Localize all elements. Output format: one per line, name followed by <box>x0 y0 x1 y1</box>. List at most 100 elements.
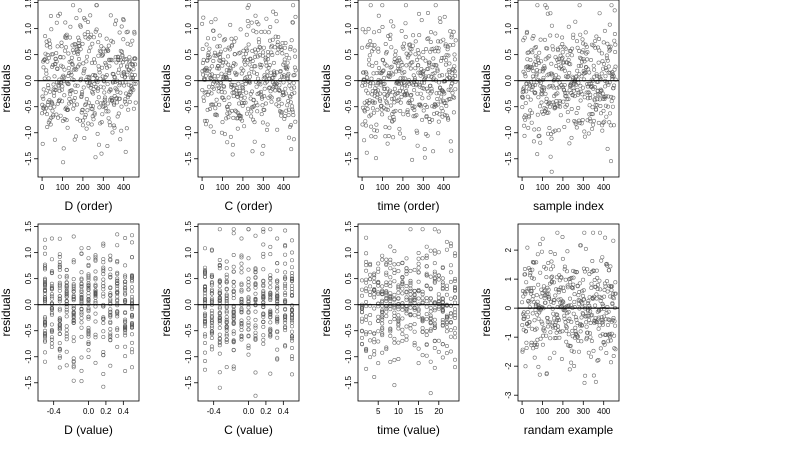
data-point <box>404 89 409 94</box>
x-tick-label: 100 <box>216 183 230 192</box>
data-point <box>277 88 282 93</box>
y-tick-label: -3 <box>504 391 513 399</box>
data-point <box>412 288 417 293</box>
data-point <box>289 293 294 298</box>
data-point <box>412 298 417 303</box>
data-point <box>254 84 259 89</box>
data-point <box>374 128 379 133</box>
data-point <box>608 360 613 365</box>
data-point <box>268 297 273 302</box>
data-point <box>395 58 400 63</box>
data-point <box>274 102 279 107</box>
data-point <box>412 343 417 348</box>
data-point <box>246 333 251 338</box>
data-point <box>259 112 264 117</box>
data-point <box>283 293 288 298</box>
data-point <box>566 97 571 102</box>
data-point <box>246 310 251 315</box>
data-point <box>594 73 599 78</box>
data-point <box>602 95 607 100</box>
x-tick-label: 100 <box>536 183 550 192</box>
data-point <box>573 315 578 320</box>
data-point <box>239 298 244 303</box>
data-point <box>429 89 434 94</box>
data-point <box>608 294 613 299</box>
data-point <box>424 304 429 309</box>
data-point <box>102 90 107 95</box>
data-point <box>289 289 294 294</box>
data-point <box>64 35 69 40</box>
data-point <box>224 332 229 337</box>
data-point <box>241 55 246 60</box>
data-point <box>541 77 546 82</box>
data-point <box>536 282 541 287</box>
data-point <box>424 299 429 304</box>
data-point <box>556 290 561 295</box>
data-point <box>436 301 441 306</box>
data-point <box>432 261 437 266</box>
y-tick-label: -0.5 <box>24 99 33 113</box>
data-point <box>86 277 91 282</box>
data-point <box>81 68 86 73</box>
data-point <box>266 65 271 70</box>
data-point <box>127 59 132 64</box>
data-point <box>452 310 457 315</box>
data-point <box>283 261 288 266</box>
data-point <box>520 105 525 110</box>
data-point <box>400 281 405 286</box>
data-point <box>602 119 607 124</box>
data-point <box>42 277 47 282</box>
data-point <box>368 39 373 44</box>
data-point <box>584 324 589 329</box>
data-point <box>46 55 51 60</box>
data-point <box>374 122 379 127</box>
x-tick-label: 300 <box>97 183 111 192</box>
data-point <box>264 127 269 132</box>
data-point <box>572 299 577 304</box>
data-point <box>368 284 373 289</box>
data-point <box>213 17 218 22</box>
data-point <box>408 227 413 232</box>
data-point <box>253 303 258 308</box>
data-point <box>396 296 401 301</box>
data-point <box>419 18 424 23</box>
data-point <box>41 96 46 101</box>
data-point <box>559 275 564 280</box>
data-point <box>246 320 251 325</box>
data-point <box>554 318 559 323</box>
y-tick-label: -1.5 <box>184 151 193 165</box>
data-point <box>222 132 227 137</box>
data-point <box>86 274 91 279</box>
data-point <box>582 95 587 100</box>
data-point <box>86 314 91 319</box>
data-point <box>254 30 259 35</box>
data-point <box>268 314 273 319</box>
data-point <box>217 341 222 346</box>
data-point <box>547 83 552 88</box>
data-point <box>575 284 580 289</box>
y-tick-label: -1.0 <box>504 125 513 139</box>
data-point <box>86 354 91 359</box>
data-point <box>86 262 91 267</box>
data-point <box>293 54 298 59</box>
data-point <box>434 45 439 50</box>
data-point <box>539 249 544 254</box>
data-point <box>246 24 251 29</box>
data-point <box>364 71 369 76</box>
data-point <box>79 288 84 293</box>
data-point <box>289 345 294 350</box>
data-point <box>586 131 591 136</box>
data-point <box>596 357 601 362</box>
data-point <box>428 296 433 301</box>
data-point <box>388 333 393 338</box>
data-point <box>433 49 438 54</box>
data-point <box>51 82 56 87</box>
y-tick-label: 0.0 <box>24 75 33 87</box>
data-point <box>101 241 106 246</box>
data-point <box>79 94 84 99</box>
data-point <box>62 75 67 80</box>
y-axis-label: residuals <box>479 64 493 112</box>
data-point <box>400 62 405 67</box>
data-point <box>569 275 574 280</box>
